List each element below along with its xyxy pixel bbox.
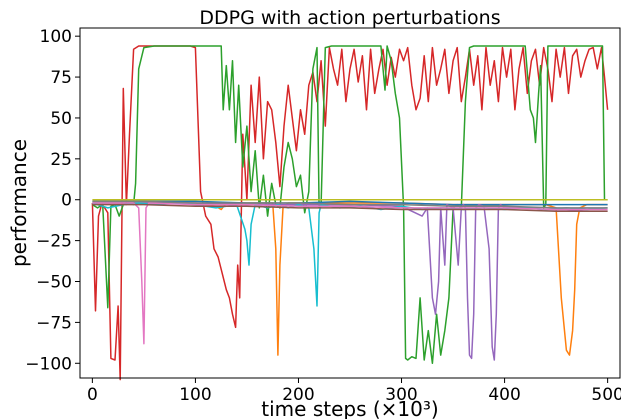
y-tick-label: 75: [50, 68, 72, 88]
series-line-3: [92, 202, 608, 356]
y-tick-label: −50: [36, 273, 72, 293]
series-line-7: [92, 202, 608, 345]
plot-frame: [79, 27, 621, 379]
x-tick-label: 300: [385, 385, 417, 405]
y-tick-label: −25: [36, 232, 72, 252]
x-axis-ticks: 0 100 200 300 400 500: [87, 378, 621, 405]
series-line-5: [92, 202, 608, 361]
y-tick-label: 0: [61, 191, 72, 211]
x-tick-label: 400: [488, 385, 520, 405]
y-axis-ticks: 100 75 50 25 0 −25 −50 −75 −100: [25, 27, 80, 374]
x-tick-label: 100: [179, 385, 211, 405]
plot-area: [91, 45, 609, 381]
x-tick-label: 200: [282, 385, 314, 405]
series-line-1: [91, 45, 609, 381]
y-tick-label: −75: [36, 313, 72, 333]
y-tick-label: 25: [50, 150, 72, 170]
y-axis-label: performance: [7, 139, 31, 267]
y-tick-label: 100: [40, 27, 72, 47]
series-line-4: [92, 200, 608, 206]
y-tick-label: 50: [50, 109, 72, 129]
series-line-2: [91, 45, 608, 365]
y-tick-label: −100: [25, 354, 72, 374]
chart-title: DDPG with action perturbations: [199, 7, 500, 29]
x-tick-label: 500: [591, 385, 621, 405]
series-line-8: [92, 203, 608, 212]
series-line-6: [92, 202, 608, 307]
series-line-9: [92, 200, 608, 209]
x-tick-label: 0: [87, 385, 98, 405]
x-axis-label: time steps (×10³): [261, 397, 438, 419]
